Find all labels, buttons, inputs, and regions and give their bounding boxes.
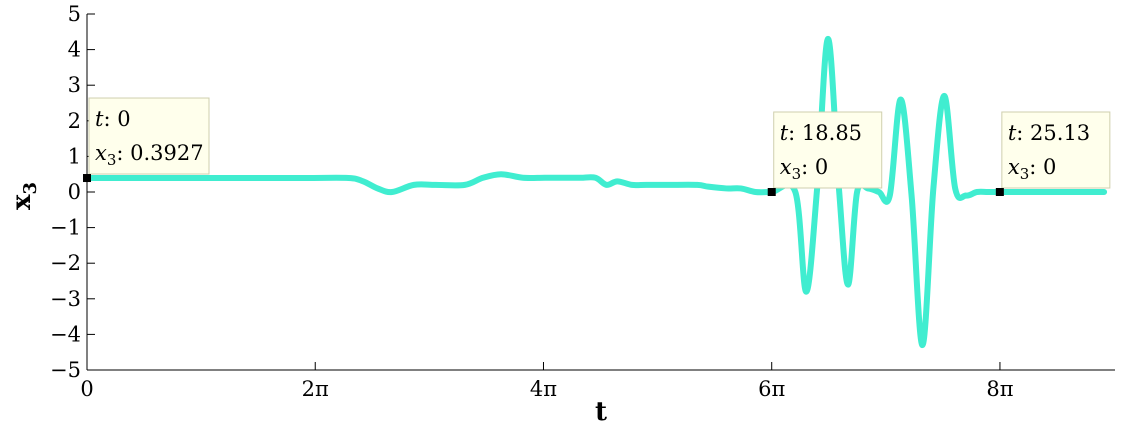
datatip-box [88,97,210,175]
datatip-x-text: x3: 0 [780,155,829,183]
datatip: t: 0 x3: 0.3927 [83,97,210,183]
x-tick-label: 8π [986,377,1013,401]
datatip-marker [995,188,1004,196]
x-tick-label: 0 [80,377,93,401]
datatip-box [1001,111,1111,189]
y-tick-label: −2 [50,251,81,275]
datatip: t: 18.85 x3: 0 [767,111,883,196]
series-line [84,35,1108,349]
x-tick-label: 4π [530,377,557,401]
x-tick-label: 6π [758,377,785,401]
y-tick-label: −3 [50,287,81,311]
datatips: t: 0 x3: 0.3927 t: 18.85 x3: 0 t: 25.13 x3: 0 [83,97,1111,196]
y-tick-label: 4 [68,38,81,62]
datatip-t-text: t: 0 [95,107,131,131]
y-tick-label: 0 [68,180,81,204]
datatip-box [773,111,883,189]
y-tick-label: 1 [68,144,81,168]
y-tick-label: 2 [68,109,81,133]
datatip-x-text: x3: 0 [1008,155,1057,183]
datatip: t: 25.13 x3: 0 [995,111,1111,196]
y-tick-label: −5 [50,358,81,382]
y-axis-title: x3 [7,182,41,210]
datatip-t-text: t: 25.13 [1008,121,1090,145]
datatip-marker [767,188,776,196]
x-tick-label: 2π [302,377,329,401]
y-tick-label: −1 [50,216,81,240]
x-axis-title: t [595,397,607,427]
y-tick-label: −4 [50,322,81,346]
y-tick-label: 3 [68,73,81,97]
datatip-t-text: t: 18.85 [780,121,862,145]
y-tick-label: 5 [68,2,81,26]
datatip-x-text: x3: 0.3927 [95,141,204,169]
series-layer [84,35,1108,349]
datatip-marker [83,174,91,183]
